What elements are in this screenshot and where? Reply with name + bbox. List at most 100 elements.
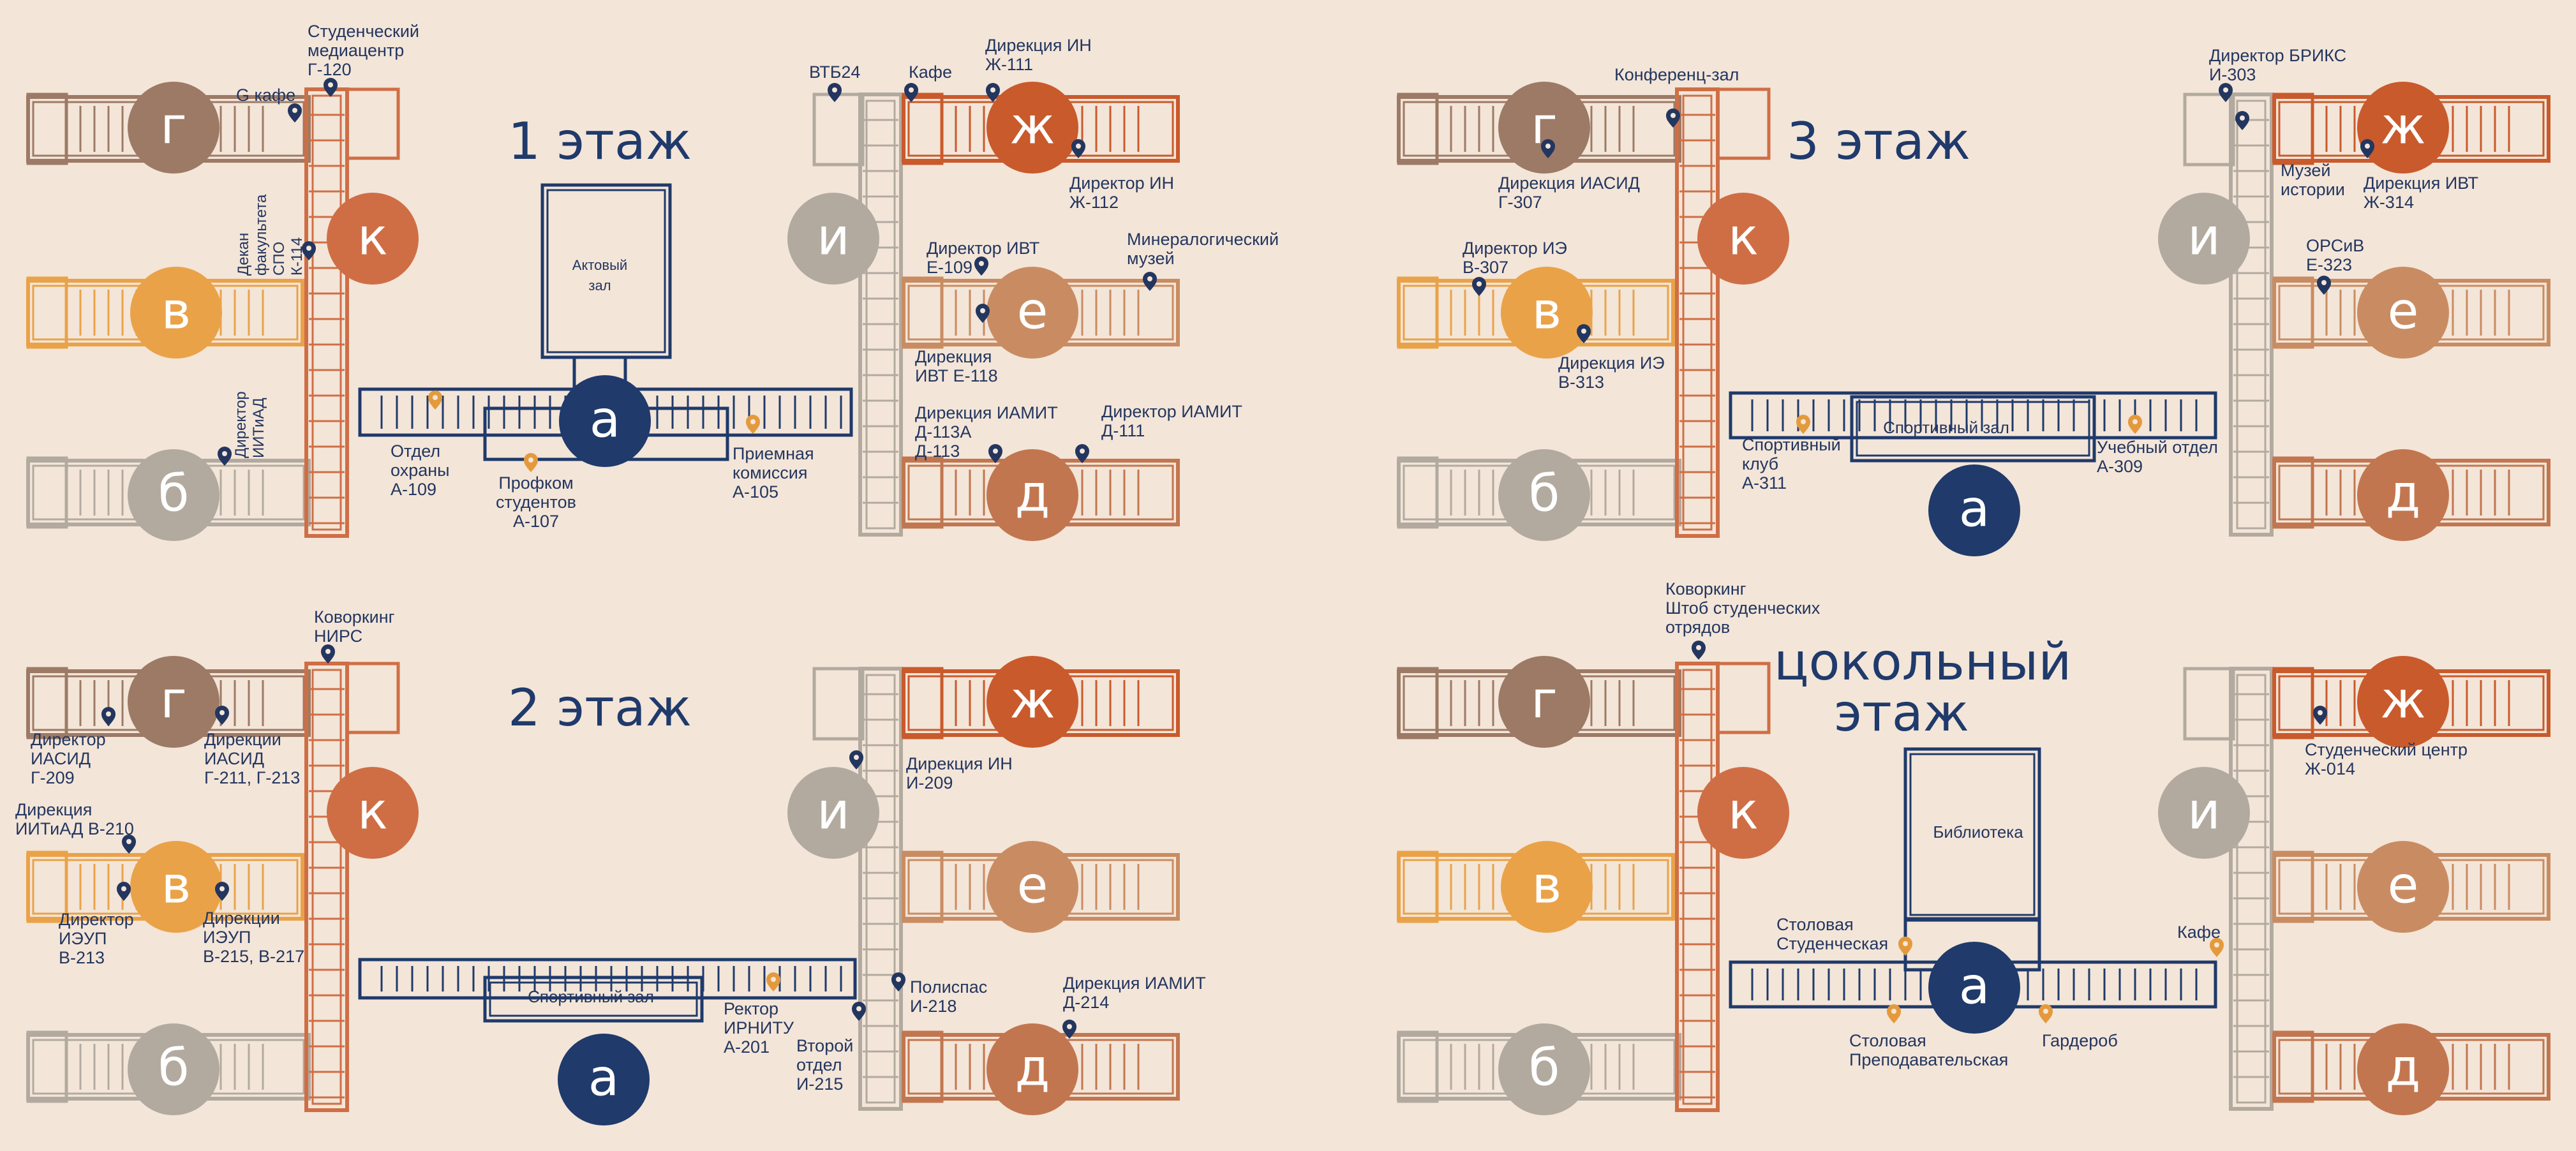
f1-label-cafe: Кафе bbox=[909, 63, 952, 82]
f3-label-ivt-directorate: Дирекция ИВТ Ж-314 bbox=[2364, 174, 2478, 212]
f3-label-ie-director: Директор ИЭ В-307 bbox=[1463, 239, 1567, 277]
f0-spine-i-inner bbox=[2236, 674, 2267, 1104]
f0-bldg-g-circle bbox=[1498, 656, 1590, 748]
f3-wing-d-end bbox=[2272, 456, 2314, 529]
f2-pin-polyspas-dot bbox=[896, 977, 901, 982]
f0-bldg-i-circle bbox=[2158, 767, 2250, 859]
f1-bldg-b-circle bbox=[128, 449, 220, 541]
f1-label-g-cafe: G кафе bbox=[236, 85, 296, 105]
f1-bldg-zh-letter: ж bbox=[1009, 96, 1055, 155]
f2-spine-k bbox=[304, 662, 349, 1112]
f0-wing-e-end bbox=[2272, 850, 2314, 923]
f2-pin-iamit-dir-dot bbox=[1067, 1024, 1072, 1029]
f2-label-iasid-directorates: Дирекции ИАСИД Г-211, Г-213 bbox=[204, 730, 301, 787]
f1-pin-ivt-director-dot bbox=[979, 261, 984, 266]
f1-bldg-v-circle bbox=[130, 267, 222, 359]
f1-bldg-a-letter: а bbox=[590, 389, 621, 449]
f0-bldg-i-letter: и bbox=[2187, 781, 2220, 840]
f1-wing-b-end bbox=[26, 456, 68, 529]
f1-wing-d-end bbox=[902, 456, 944, 529]
f1-wing-v-end bbox=[26, 276, 68, 349]
f3-label-orsiv: ОРСиВ Е-323 bbox=[2306, 236, 2365, 274]
f0-pin-cloakroom-dot bbox=[2043, 1009, 2048, 1014]
f2-pin-second-dept-dot bbox=[856, 1006, 861, 1011]
f2-pin-in-dir-dot bbox=[854, 755, 859, 760]
f0-bldg-d-circle bbox=[2357, 1023, 2449, 1115]
f2-bldg-b-circle bbox=[128, 1023, 220, 1115]
f0-i-annex bbox=[2183, 667, 2235, 741]
f3-pin-conference-dot bbox=[1671, 113, 1676, 118]
f3-pin-academic-dept-dot bbox=[2133, 419, 2138, 424]
f1-pin-admission-dot bbox=[750, 419, 756, 424]
f3-sport-hall-inner bbox=[1856, 401, 2090, 457]
f2-label-polyspas: Полиспас И-218 bbox=[910, 977, 988, 1016]
f2-wing-zh-end bbox=[902, 667, 944, 739]
f1-bldg-a-circle bbox=[559, 375, 651, 467]
f3-bldg-zh-letter: ж bbox=[2380, 96, 2425, 155]
f3-sport-hall bbox=[1850, 395, 2096, 463]
f1-spine-i-inner bbox=[865, 100, 896, 530]
f0-pin-teacher-canteen-dot bbox=[1891, 1009, 1896, 1014]
f2-bldg-k-letter: к bbox=[357, 781, 388, 840]
f2-bldg-a-letter: а bbox=[588, 1048, 620, 1107]
f1-label-iamit-directorate: Дирекция ИАМИТ Д-113А Д-113 bbox=[915, 403, 1058, 461]
f0-wing-d-end bbox=[2272, 1030, 2314, 1103]
f2-spine-i bbox=[858, 667, 903, 1111]
f3-bldg-k-circle bbox=[1697, 193, 1789, 285]
f1-pin-mediacenter-dot bbox=[328, 82, 333, 87]
f0-label-cloakroom: Гардероб bbox=[2042, 1031, 2118, 1050]
f0-bldg-d-letter: д bbox=[2386, 1037, 2421, 1097]
f1-bldg-k-circle bbox=[327, 193, 419, 285]
f0-bldg-e-circle bbox=[2357, 841, 2449, 933]
f3-wing-e-end bbox=[2272, 276, 2314, 349]
f1-label-admission: Приемная комиссия А-105 bbox=[733, 444, 814, 501]
f2-wing-g-end bbox=[26, 667, 68, 739]
f1-bldg-k-letter: к bbox=[357, 207, 388, 266]
f2-label-rector: Ректор ИРНИТУ А-201 bbox=[724, 999, 794, 1057]
f3-bldg-k-letter: к bbox=[1728, 207, 1759, 266]
f2-bldg-d-circle bbox=[986, 1023, 1078, 1115]
f0-bldg-b-circle bbox=[1498, 1023, 1590, 1115]
f2-pin-iasid-dir-dot bbox=[220, 710, 225, 715]
f0-pin-cowork-dot bbox=[1696, 645, 1701, 650]
f1-pin-iitiad-dot bbox=[222, 451, 227, 456]
f3-bldg-a-circle bbox=[1928, 464, 2020, 556]
f3-i-annex bbox=[2183, 93, 2235, 167]
f3-pin-history-museum-dot bbox=[2240, 115, 2245, 121]
f0-bldg-a-letter: а bbox=[1959, 956, 1990, 1015]
f1-pin-g-cafe-dot bbox=[292, 108, 297, 113]
f2-wing-d-end bbox=[902, 1030, 944, 1103]
f2-bldg-b-letter: б bbox=[158, 1037, 190, 1097]
f1-bldg-v-letter: в bbox=[161, 281, 191, 340]
f0-pin-student-canteen-dot bbox=[1903, 941, 1908, 946]
f3-wing-b-end bbox=[1397, 456, 1439, 529]
f2-k-annex bbox=[345, 662, 400, 734]
f2-bldg-a-circle bbox=[558, 1034, 650, 1125]
f3-bldg-i-letter: и bbox=[2187, 207, 2220, 266]
f1-bldg-g-circle bbox=[128, 82, 220, 174]
f3-bldg-d-letter: д bbox=[2386, 463, 2421, 523]
f0-spine-i bbox=[2229, 667, 2274, 1111]
f2-label-second-dept: Второй отдел И-215 bbox=[796, 1036, 854, 1094]
f1-label-security: Отдел охраны А-109 bbox=[391, 442, 450, 499]
f1-pin-museum-dot bbox=[1147, 276, 1152, 281]
f1-i-annex bbox=[812, 93, 865, 167]
f3-wing-v-end bbox=[1397, 276, 1439, 349]
f0-wing-v-end bbox=[1397, 850, 1439, 923]
f1-label-ivt-directorate: Дирекция ИВТ Е-118 bbox=[915, 347, 998, 385]
f3-bldg-v-letter: в bbox=[1532, 281, 1562, 340]
f3-pin-orsiv-dot bbox=[2321, 280, 2327, 285]
f3-spine-k bbox=[1675, 87, 1720, 538]
f2-bldg-i-circle bbox=[787, 767, 879, 859]
f1-pin-security-dot bbox=[433, 395, 438, 400]
f0-k-annex bbox=[1716, 662, 1771, 734]
f1-label-in-directorate: Дирекция ИН Ж-111 bbox=[985, 36, 1092, 74]
f2-bldg-zh-circle bbox=[986, 656, 1078, 748]
f2-spine-i-rooms bbox=[863, 693, 898, 1078]
f1-label-mineral-museum: Минералогический музей bbox=[1127, 230, 1279, 268]
f2-bldg-g-letter: г bbox=[160, 670, 187, 729]
f2-label-iamit-directorate: Дирекция ИАМИТ Д-214 bbox=[1063, 974, 1206, 1012]
f1-label-ivt-director: Директор ИВТ Е-109 bbox=[927, 239, 1040, 277]
f2-pin-ieup-dir-dot bbox=[220, 886, 225, 891]
f3-pin-sport-club-dot bbox=[1801, 419, 1806, 424]
